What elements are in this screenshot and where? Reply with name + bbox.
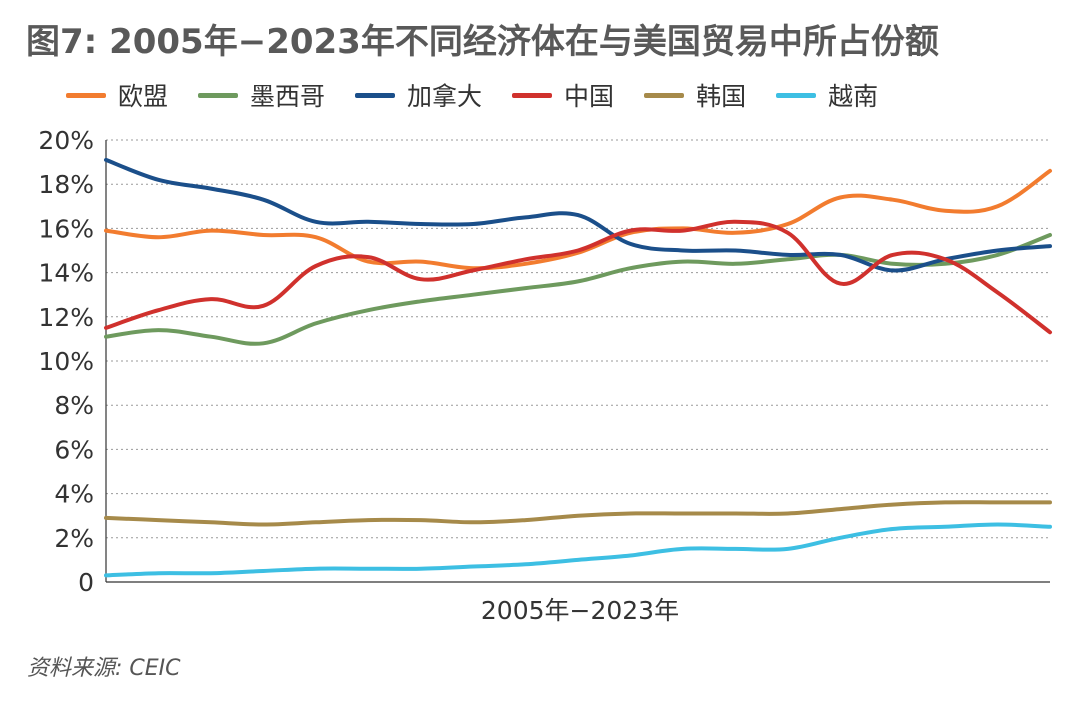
- y-tick-label: 8%: [54, 391, 94, 420]
- y-tick-label: 4%: [54, 480, 94, 509]
- series-line-5: [104, 522, 1052, 578]
- legend-label: 韩国: [696, 82, 747, 111]
- legend-swatch: [776, 92, 817, 98]
- series-line-3: [104, 219, 1052, 335]
- legend-label: 加拿大: [407, 82, 483, 111]
- legend-label: 中国: [564, 82, 615, 111]
- legend-swatch: [198, 92, 239, 98]
- axes: [105, 140, 1050, 583]
- y-tick-label: 6%: [54, 435, 94, 464]
- series-line-1: [104, 233, 1052, 346]
- legend-item: 墨西哥: [198, 77, 325, 113]
- legend-item: 越南: [776, 77, 878, 113]
- legend-swatch: [644, 92, 685, 98]
- legend-item: 韩国: [644, 77, 746, 113]
- source-note: 资料来源: CEIC: [27, 656, 181, 681]
- y-tick-labels: 0 2% 4% 6% 8% 10% 12% 14% 16% 18% 20%: [38, 126, 94, 597]
- legend-item: 加拿大: [355, 77, 482, 113]
- y-tick-label: 10%: [38, 347, 94, 376]
- y-tick-label: 14%: [38, 259, 94, 288]
- y-tick-label: 2%: [54, 524, 94, 553]
- legend-item: 中国: [512, 77, 614, 113]
- legend-label: 欧盟: [118, 82, 169, 111]
- gridlines: [106, 139, 1050, 539]
- series-line-4: [104, 500, 1052, 527]
- legend-swatch: [66, 92, 106, 98]
- legend-item: 欧盟: [66, 77, 168, 113]
- y-tick-label: 20%: [38, 126, 94, 155]
- series-line-2: [104, 157, 1052, 273]
- y-tick-label: 12%: [38, 303, 94, 332]
- series-lines: [104, 157, 1052, 578]
- y-tick-label: 0: [78, 568, 94, 597]
- legend-label: 越南: [828, 82, 879, 111]
- chart-title: 图7: 2005年−2023年不同经济体在与美国贸易中所占份额: [26, 22, 939, 62]
- x-axis-label: 2005年−2023年: [481, 596, 679, 625]
- legend-label: 墨西哥: [250, 82, 326, 111]
- series-line-0: [104, 168, 1052, 271]
- y-tick-label: 16%: [38, 214, 94, 243]
- legend-swatch: [355, 92, 396, 98]
- y-tick-label: 18%: [38, 170, 94, 199]
- legend: 欧盟 墨西哥 加拿大 中国 韩国 越南: [66, 78, 908, 112]
- legend-swatch: [512, 92, 553, 98]
